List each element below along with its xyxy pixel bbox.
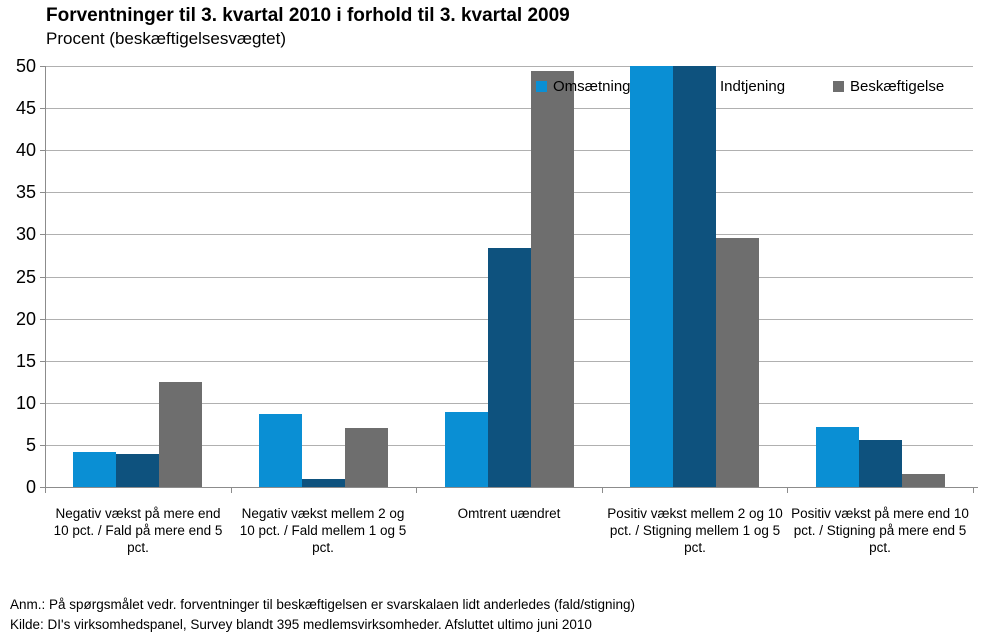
bar-indtjening-3 bbox=[488, 248, 531, 487]
chart-subtitle: Procent (beskæftigelsesvægtet) bbox=[46, 29, 286, 48]
y-tick-label-50: 50 bbox=[15, 56, 36, 76]
bar-indtjening-5 bbox=[859, 440, 902, 487]
y-tick-label-40: 40 bbox=[15, 140, 36, 161]
footnote-anm: Anm.: På spørgsmålet vedr. forventninger… bbox=[10, 597, 636, 612]
x-tick-mark-4 bbox=[787, 488, 788, 493]
gridline-30 bbox=[45, 234, 973, 236]
y-tick-mark-40 bbox=[40, 150, 45, 152]
y-tick-mark-20 bbox=[40, 318, 45, 320]
y-tick-label-25: 25 bbox=[15, 266, 36, 287]
y-tick-label-5: 5 bbox=[25, 434, 36, 455]
y-tick-mark-0 bbox=[40, 487, 45, 488]
x-category-label-5: Positiv vækst på mere end 10 pct. / Stig… bbox=[791, 506, 969, 555]
bar-indtjening-1 bbox=[116, 454, 159, 487]
y-tick-label-45: 45 bbox=[15, 98, 36, 119]
chart-title: Forventninger til 3. kvartal 2010 i forh… bbox=[46, 5, 570, 26]
y-tick-label-30: 30 bbox=[15, 224, 36, 245]
bar-omsætning-1 bbox=[73, 452, 116, 487]
y-tick-mark-25 bbox=[40, 276, 45, 278]
x-tick-mark-3 bbox=[602, 488, 603, 493]
x-category-label-3: Omtrent uændret bbox=[457, 506, 561, 521]
y-tick-mark-50 bbox=[40, 66, 45, 67]
bar-beskæftigelse-3 bbox=[531, 71, 574, 487]
legend-label: Beskæftigelse bbox=[850, 77, 945, 95]
bar-omsætning-5 bbox=[816, 427, 859, 487]
y-tick-mark-10 bbox=[40, 402, 45, 404]
footnote-kilde: Kilde: DI's virksomhedspanel, Survey bla… bbox=[10, 617, 592, 632]
bar-indtjening-4 bbox=[673, 66, 716, 487]
legend-swatch-omsaetning bbox=[536, 80, 547, 92]
bar-omsætning-2 bbox=[259, 414, 302, 487]
x-category-label-2: Negativ vækst mellem 2 og 10 pct. / Fald… bbox=[239, 506, 407, 555]
x-category-label-4: Positiv vækst mellem 2 og 10 pct. / Stig… bbox=[607, 506, 783, 555]
x-axis-line bbox=[40, 487, 978, 488]
bar-beskæftigelse-4 bbox=[716, 238, 759, 487]
y-axis-line bbox=[45, 66, 46, 488]
legend-label: Omsætning bbox=[553, 77, 631, 95]
legend-label: Indtjening bbox=[720, 77, 786, 95]
x-category-label-1: Negativ vækst på mere end 10 pct. / Fald… bbox=[53, 506, 223, 555]
gridline-35 bbox=[45, 192, 973, 194]
y-tick-mark-35 bbox=[40, 192, 45, 194]
legend-item-omsaetning: Omsætning bbox=[536, 75, 631, 97]
y-tick-mark-45 bbox=[40, 108, 45, 110]
x-tick-mark-2 bbox=[416, 488, 417, 493]
y-tick-label-10: 10 bbox=[15, 392, 36, 413]
y-tick-label-35: 35 bbox=[15, 182, 36, 203]
bar-omsætning-4 bbox=[630, 66, 673, 487]
bar-omsætning-3 bbox=[445, 412, 488, 487]
x-tick-mark-5 bbox=[973, 488, 974, 493]
legend-swatch-indtjening bbox=[703, 80, 714, 92]
gridline-50 bbox=[45, 66, 973, 67]
y-tick-label-20: 20 bbox=[15, 308, 36, 329]
bar-indtjening-2 bbox=[302, 479, 345, 487]
gridline-45 bbox=[45, 108, 973, 110]
plot-area bbox=[45, 66, 973, 487]
y-tick-label-0: 0 bbox=[25, 477, 36, 497]
x-tick-mark-1 bbox=[231, 488, 232, 493]
legend-item-beskaeftigelse: Beskæftigelse bbox=[833, 75, 944, 97]
y-tick-mark-30 bbox=[40, 234, 45, 236]
y-tick-label-15: 15 bbox=[15, 350, 36, 371]
legend-item-indtjening: Indtjening bbox=[703, 75, 785, 97]
bar-beskæftigelse-5 bbox=[902, 474, 945, 487]
y-tick-mark-5 bbox=[40, 444, 45, 446]
gridline-40 bbox=[45, 150, 973, 152]
bar-beskæftigelse-2 bbox=[345, 428, 388, 487]
bar-beskæftigelse-1 bbox=[159, 382, 202, 487]
y-tick-mark-15 bbox=[40, 360, 45, 362]
x-tick-mark-0 bbox=[45, 488, 46, 493]
legend-swatch-beskaeftigelse bbox=[833, 80, 844, 92]
